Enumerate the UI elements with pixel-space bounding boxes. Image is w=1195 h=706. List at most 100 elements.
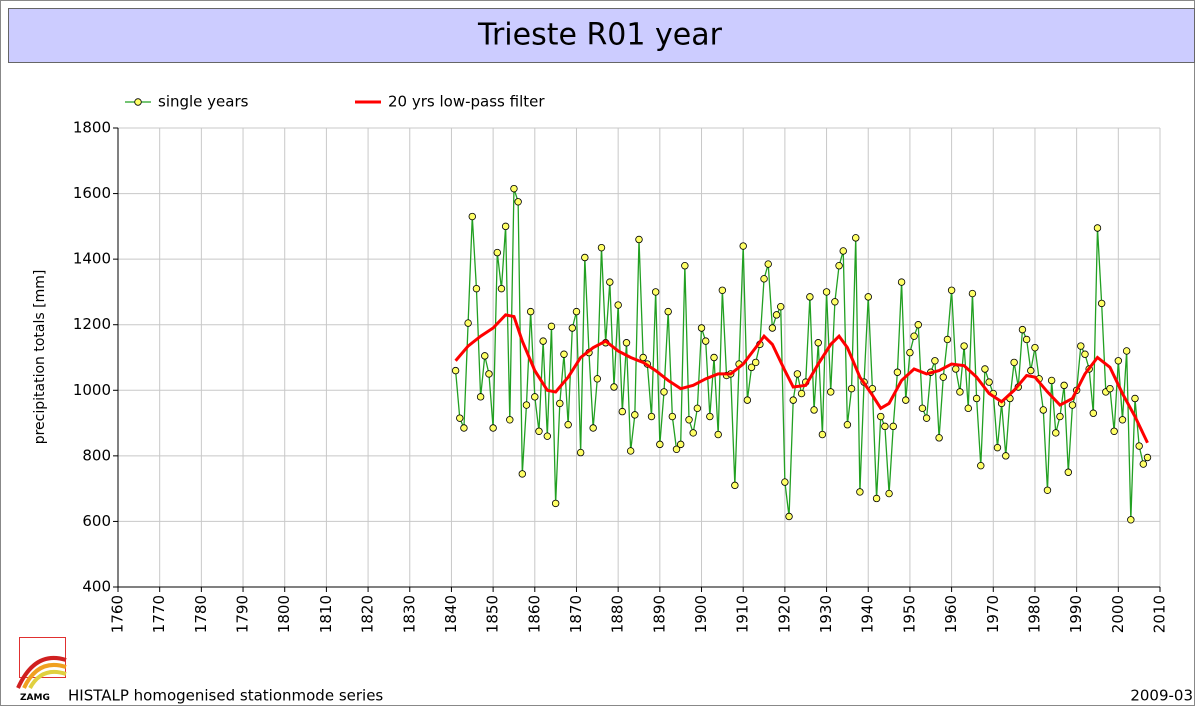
point [814, 339, 822, 347]
x-tick-label: 1980 [1025, 595, 1043, 633]
point [1039, 406, 1047, 414]
point [1064, 468, 1073, 476]
point [543, 432, 552, 440]
point [785, 512, 793, 521]
point [993, 443, 1002, 452]
legend-label: single years [158, 93, 249, 111]
point [718, 286, 727, 294]
point [531, 393, 539, 401]
x-tick-label: 2000 [1109, 595, 1127, 633]
x-tick-label: 1990 [1067, 595, 1085, 633]
point [681, 262, 689, 270]
point [572, 307, 581, 316]
y-tick-label: 400 [82, 578, 111, 596]
point [593, 375, 602, 383]
point [1002, 452, 1010, 460]
point [676, 440, 685, 449]
point [710, 353, 718, 362]
point [1010, 358, 1018, 367]
point [1143, 453, 1152, 462]
logo-arc [16, 655, 67, 689]
point [768, 324, 777, 332]
x-tick-label: 1940 [859, 595, 877, 633]
point [639, 353, 647, 362]
x-tick-label: 1760 [109, 595, 127, 633]
point [518, 470, 526, 478]
point [1093, 224, 1102, 232]
y-tick-label: 800 [82, 446, 111, 464]
point [506, 416, 514, 424]
point [597, 243, 606, 252]
point [689, 429, 697, 437]
point [985, 378, 993, 386]
point [847, 384, 856, 393]
point [910, 332, 918, 340]
x-tick-label: 2010 [1151, 595, 1169, 633]
y-tick-label: 1400 [73, 250, 111, 268]
point [660, 388, 668, 396]
x-tick-label: 1880 [609, 595, 627, 633]
point [576, 448, 585, 457]
point [481, 352, 489, 360]
point [497, 284, 506, 293]
x-tick-label: 1790 [234, 595, 252, 633]
point [451, 366, 460, 375]
logo-arc [28, 669, 67, 690]
point [914, 321, 922, 329]
point [501, 222, 510, 231]
point [1118, 416, 1127, 424]
point [539, 337, 547, 345]
point [551, 499, 560, 508]
point [777, 302, 785, 311]
point [672, 445, 681, 453]
point [781, 478, 789, 486]
point [706, 412, 714, 421]
point [822, 288, 831, 296]
point [456, 414, 464, 422]
point [764, 260, 772, 268]
point [1131, 394, 1139, 403]
logo-arc [22, 662, 67, 689]
point [510, 184, 518, 193]
x-tick-label: 1810 [317, 595, 335, 633]
point [1114, 357, 1123, 365]
x-tick-label: 1960 [942, 595, 960, 633]
point [810, 406, 818, 414]
point [831, 298, 839, 306]
point [556, 399, 564, 408]
point [943, 335, 952, 344]
point [760, 275, 768, 283]
point [1060, 381, 1068, 390]
x-tick-label: 1820 [359, 595, 377, 633]
point [922, 414, 931, 422]
point [906, 348, 914, 357]
point [1106, 384, 1114, 393]
point [589, 424, 597, 432]
point [460, 424, 468, 432]
point [1139, 460, 1148, 468]
point [693, 404, 702, 413]
point [626, 447, 635, 455]
point [1052, 429, 1060, 437]
point [1135, 442, 1143, 450]
y-tick-label: 1200 [73, 315, 111, 333]
point [752, 358, 760, 367]
point [522, 401, 531, 409]
point [918, 404, 927, 413]
x-tick-label: 1860 [525, 595, 543, 633]
legend-marker [134, 98, 142, 106]
point [701, 337, 710, 345]
x-tick-label: 1840 [442, 595, 460, 633]
x-tick-label: 1950 [900, 595, 918, 633]
point [647, 412, 656, 421]
x-tick-label: 1800 [275, 595, 293, 633]
point [656, 440, 664, 449]
point [889, 422, 897, 431]
point [664, 307, 672, 316]
point [685, 416, 693, 424]
point [843, 421, 852, 429]
point [485, 370, 493, 378]
point [977, 461, 985, 470]
point [614, 301, 622, 309]
